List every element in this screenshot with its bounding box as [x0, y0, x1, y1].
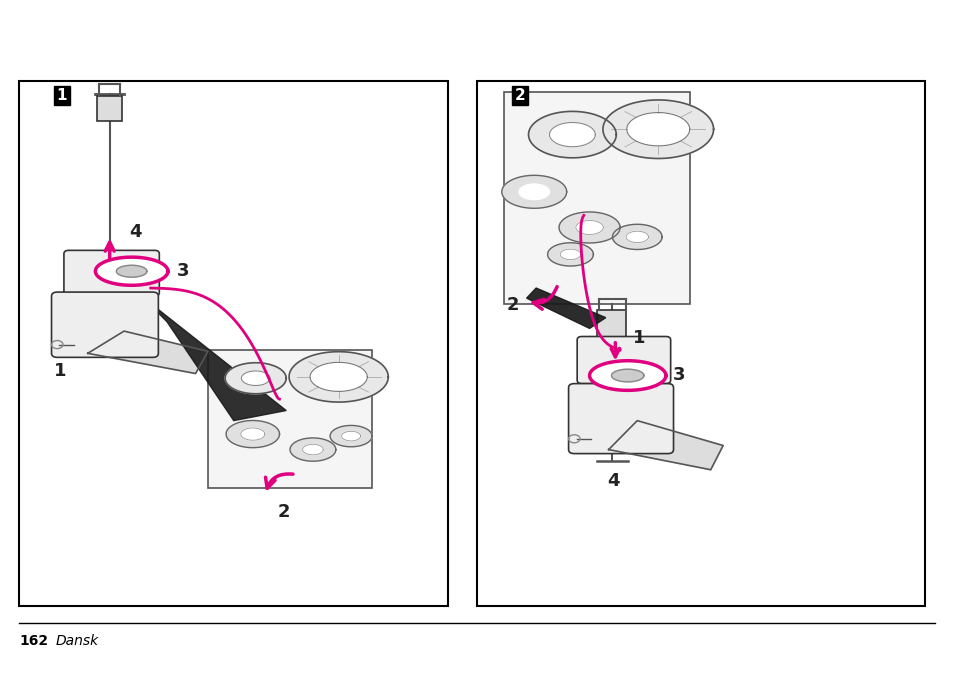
Polygon shape: [547, 243, 593, 266]
Polygon shape: [330, 425, 372, 447]
Polygon shape: [143, 297, 286, 421]
Polygon shape: [549, 122, 595, 147]
Text: 1: 1: [56, 88, 68, 103]
Polygon shape: [518, 184, 549, 200]
Polygon shape: [608, 421, 722, 470]
Polygon shape: [241, 371, 270, 386]
FancyBboxPatch shape: [577, 336, 670, 384]
Polygon shape: [116, 265, 147, 277]
FancyBboxPatch shape: [51, 292, 158, 357]
Polygon shape: [310, 362, 367, 392]
Text: 4: 4: [129, 223, 141, 241]
Polygon shape: [226, 421, 279, 448]
Polygon shape: [290, 438, 335, 461]
Polygon shape: [225, 363, 286, 394]
Polygon shape: [528, 112, 616, 157]
Polygon shape: [602, 100, 713, 158]
Polygon shape: [626, 112, 689, 146]
Polygon shape: [289, 352, 388, 402]
Bar: [208, 350, 372, 488]
Bar: [503, 92, 689, 304]
Polygon shape: [240, 428, 265, 440]
Text: 162: 162: [19, 634, 49, 647]
Polygon shape: [589, 361, 665, 390]
Text: 1: 1: [632, 329, 644, 347]
Polygon shape: [612, 224, 661, 250]
Bar: [19, 81, 448, 606]
Text: 4: 4: [606, 472, 619, 491]
FancyBboxPatch shape: [64, 250, 159, 296]
Text: Dansk: Dansk: [55, 634, 98, 647]
Text: 3: 3: [672, 366, 684, 384]
Text: 2: 2: [277, 503, 291, 522]
Polygon shape: [341, 431, 360, 441]
FancyBboxPatch shape: [568, 384, 673, 454]
Polygon shape: [95, 257, 168, 285]
Bar: [597, 310, 625, 336]
Polygon shape: [302, 444, 323, 455]
Polygon shape: [501, 176, 566, 208]
Text: 2: 2: [514, 88, 525, 103]
Polygon shape: [576, 221, 602, 234]
Polygon shape: [625, 232, 648, 242]
Bar: [476, 81, 924, 606]
Polygon shape: [88, 331, 208, 374]
Polygon shape: [611, 369, 643, 382]
Text: 2: 2: [506, 296, 519, 314]
Polygon shape: [559, 249, 580, 260]
Bar: [97, 96, 122, 121]
Polygon shape: [558, 212, 619, 243]
Polygon shape: [526, 288, 605, 328]
Text: 3: 3: [176, 262, 189, 279]
Text: 1: 1: [53, 362, 67, 380]
